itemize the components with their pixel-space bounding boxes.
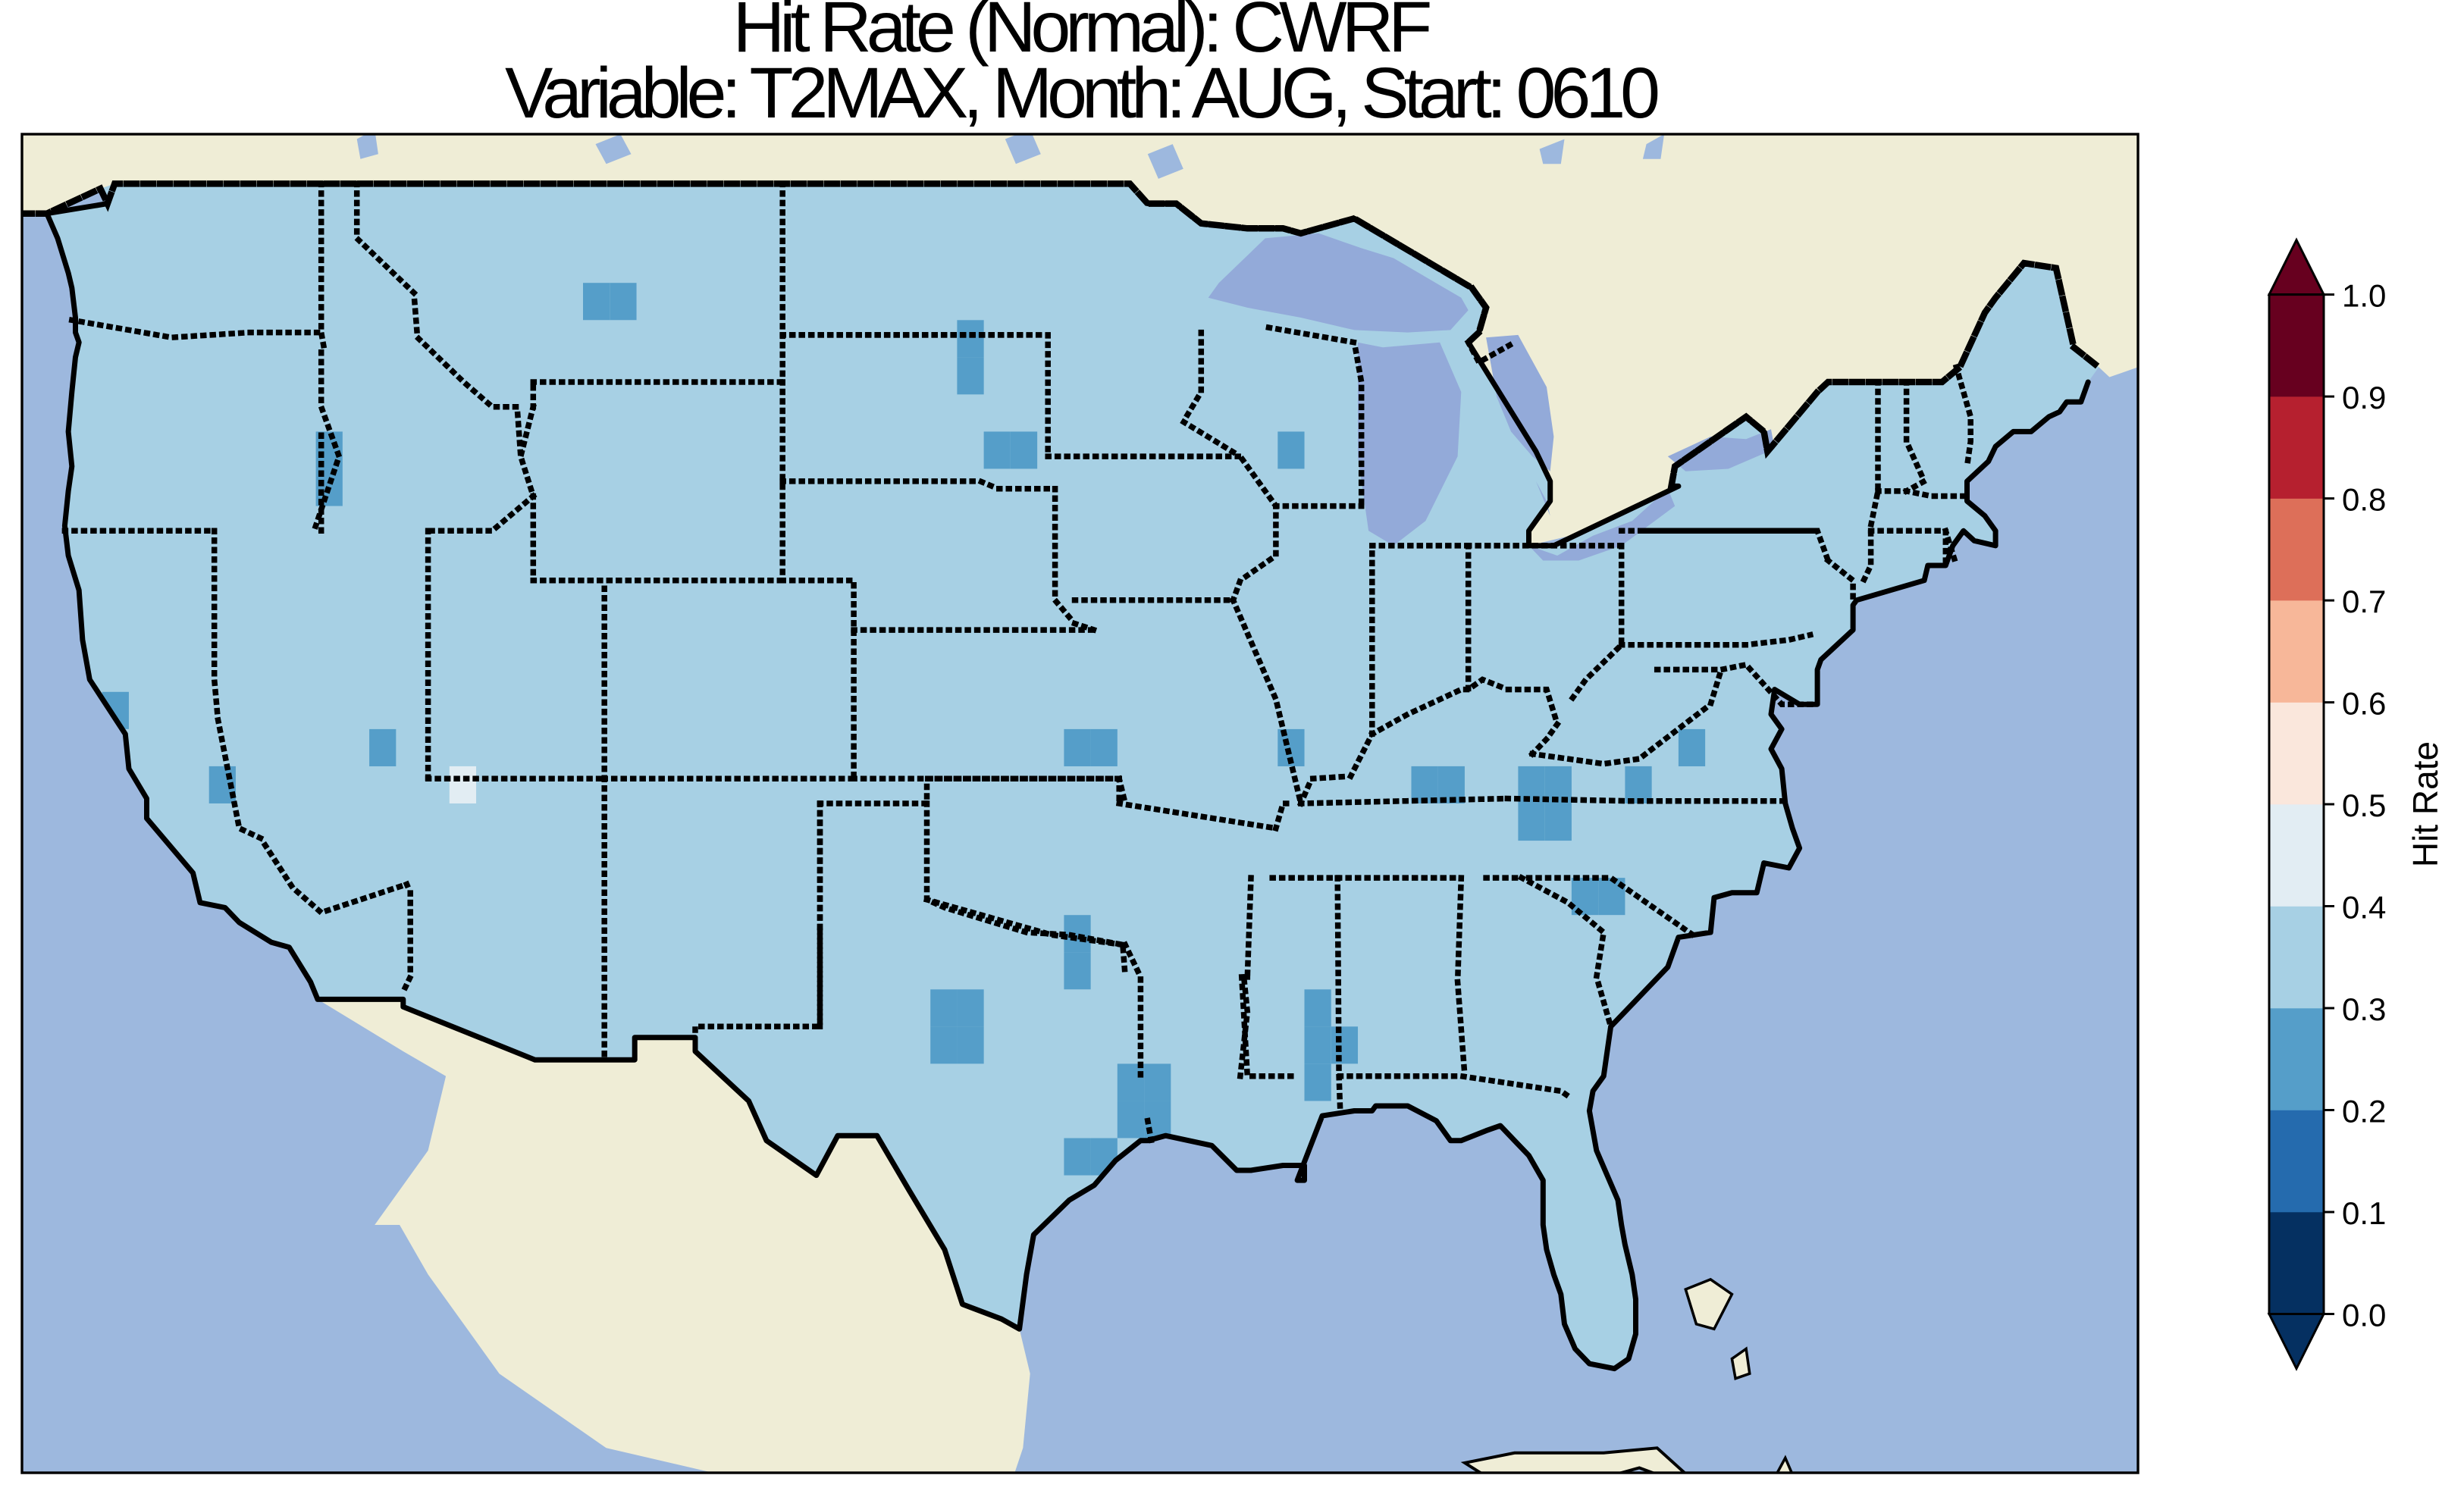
svg-text:0.9: 0.9 — [2342, 380, 2386, 415]
svg-text:0.1: 0.1 — [2342, 1195, 2386, 1231]
svg-text:0.7: 0.7 — [2342, 584, 2386, 619]
svg-text:1.0: 1.0 — [2342, 278, 2386, 314]
svg-text:0.2: 0.2 — [2342, 1094, 2386, 1129]
svg-text:0.6: 0.6 — [2342, 686, 2386, 722]
svg-text:Hit Rate: Hit Rate — [2406, 741, 2445, 867]
svg-text:0.5: 0.5 — [2342, 788, 2386, 823]
svg-text:0.0: 0.0 — [2342, 1298, 2386, 1333]
svg-text:0.3: 0.3 — [2342, 991, 2386, 1027]
svg-text:0.8: 0.8 — [2342, 482, 2386, 518]
svg-text:0.4: 0.4 — [2342, 890, 2386, 926]
